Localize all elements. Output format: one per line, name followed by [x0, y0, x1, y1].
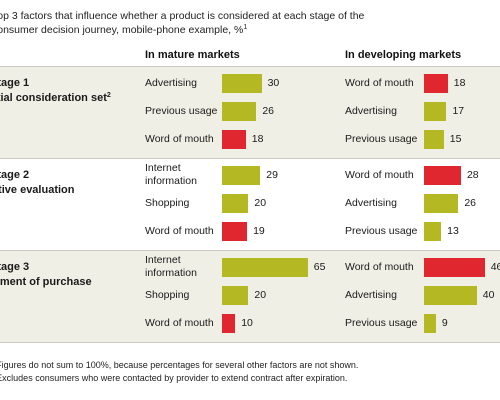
factor-label: Previous usage [145, 104, 218, 117]
bar [424, 221, 442, 241]
chart-title: Top 3 factors that influence whether a p… [0, 9, 500, 37]
bar-value-label: 29 [266, 168, 278, 181]
factor-label: Word of mouth [145, 132, 214, 145]
factor-label: Previous usage [345, 316, 418, 329]
bar [424, 313, 436, 333]
bar [222, 257, 308, 277]
header-mature-markets: In mature markets [145, 49, 240, 61]
factor-label: Word of mouth [345, 76, 414, 89]
bar [222, 73, 262, 93]
factor-label: Advertising [345, 288, 397, 301]
bar [222, 129, 246, 149]
factor-label: Advertising [345, 104, 397, 117]
stage-name: Stage 2 [0, 169, 30, 181]
stage-name: Stage 1 [0, 77, 30, 89]
factor-label: Advertising [145, 76, 197, 89]
bar-value-label: 9 [441, 316, 448, 329]
bar [424, 73, 448, 93]
stage-divider [0, 158, 500, 159]
bar [222, 193, 249, 213]
factor-label: Previous usage [345, 224, 418, 237]
factor-label: Word of mouth [145, 316, 214, 329]
stage-subtitle: Moment of purchase [0, 276, 92, 288]
stage-divider [0, 66, 500, 67]
bar-value-label: 26 [262, 104, 274, 117]
bar [222, 101, 257, 121]
footnote-2: 2Excludes consumers who were contacted b… [0, 373, 348, 383]
bar [222, 221, 248, 241]
bar [222, 165, 261, 185]
factor-label: Advertising [345, 196, 397, 209]
bar-value-label: 30 [267, 76, 280, 89]
bar-value-label: 28 [466, 168, 479, 181]
bar [222, 313, 236, 333]
bar-value-label: 19 [253, 224, 265, 237]
bar-value-label: 20 [254, 288, 267, 301]
bar-value-label: 65 [313, 260, 326, 273]
title-footnote-mark: 1 [243, 24, 248, 31]
factor-label: Word of mouth [345, 260, 414, 273]
stage-subtitle: Initial consideration set2 [0, 92, 111, 104]
bar-value-label: 18 [453, 76, 466, 89]
factor-label: Shopping [145, 288, 190, 301]
bar-value-label: 46 [490, 260, 500, 273]
stage-footnote-mark: 2 [106, 92, 111, 99]
factor-label: Previous usage [345, 132, 418, 145]
bar-value-label: 40 [482, 288, 495, 301]
bar-value-label: 20 [254, 196, 267, 209]
bar [424, 129, 444, 149]
bar-value-label: 26 [464, 196, 476, 209]
bar-value-label: 10 [241, 316, 253, 329]
bar [424, 257, 485, 277]
stage-divider [0, 250, 500, 251]
bar-value-label: 15 [449, 132, 462, 145]
bar [424, 285, 477, 305]
bar [222, 285, 249, 305]
factor-label: Word of mouth [345, 168, 414, 181]
stage-name: Stage 3 [0, 261, 30, 273]
factor-label: Word of mouth [145, 224, 214, 237]
stage-divider [0, 342, 500, 343]
bar-value-label: 17 [452, 104, 465, 117]
bar-value-label: 18 [251, 132, 264, 145]
title-line-2: consumer decision journey, mobile-phone … [0, 24, 244, 36]
factor-label: Internet information [145, 162, 197, 187]
bar-value-label: 13 [447, 224, 459, 237]
bar [424, 165, 461, 185]
bar [424, 193, 459, 213]
title-line-1: Top 3 factors that influence whether a p… [0, 10, 365, 22]
factor-label: Shopping [145, 196, 190, 209]
footnote-1: 1Figures do not sum to 100%, because per… [0, 360, 359, 370]
stage-subtitle: Active evaluation [0, 184, 75, 196]
factor-label: Internet information [145, 254, 197, 279]
bar [424, 101, 447, 121]
header-developing-markets: In developing markets [345, 49, 462, 61]
